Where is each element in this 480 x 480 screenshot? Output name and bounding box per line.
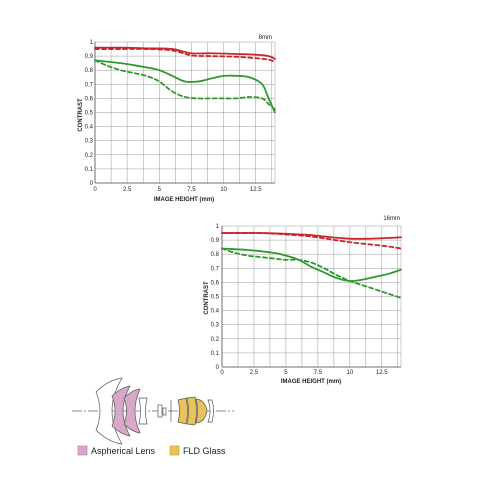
lens-construction-diagram bbox=[72, 377, 234, 445]
y-tick-label: 0.2 bbox=[85, 153, 94, 159]
y-tick-label: 0.8 bbox=[85, 68, 94, 74]
lens-element-6 bbox=[162, 407, 167, 416]
x-tick-label: 2.5 bbox=[123, 187, 132, 193]
x-axis-label-8mm: IMAGE HEIGHT (mm) bbox=[154, 197, 214, 203]
y-tick-label: 0.8 bbox=[211, 252, 220, 258]
y-tick-label: 1 bbox=[216, 224, 220, 230]
mtf-chart-8mm: 8mm CONTRAST IMAGE HEIGHT (mm) 0 0.1 0.2 0.… bbox=[78, 35, 276, 203]
lens-element-10 bbox=[207, 399, 214, 423]
series-line-green-solid bbox=[221, 247, 402, 282]
y-tick-label: 0.1 bbox=[85, 167, 94, 173]
y-tick-label: 0 bbox=[216, 365, 220, 371]
series-line-red-dashed bbox=[221, 232, 402, 250]
series-line-red-solid bbox=[221, 232, 402, 240]
x-tick-label: 5 bbox=[158, 187, 162, 193]
y-tick-label: 0.9 bbox=[211, 238, 220, 244]
y-tick-label: 0.4 bbox=[211, 309, 220, 315]
legend-swatch-fld bbox=[169, 445, 180, 456]
y-tick-label: 0.7 bbox=[85, 82, 94, 88]
chart-title-16mm: 16mm bbox=[383, 216, 400, 222]
y-tick-label: 0.3 bbox=[211, 323, 220, 329]
lens-element-4 bbox=[138, 397, 148, 425]
y-tick-label: 0.9 bbox=[85, 54, 94, 60]
y-tick-label: 0.3 bbox=[85, 139, 94, 145]
lens-element-7-fld bbox=[177, 397, 188, 425]
series-line-green-dashed bbox=[221, 247, 402, 299]
x-tick-label: 7.5 bbox=[187, 187, 196, 193]
x-tick-label: 7.5 bbox=[314, 370, 323, 376]
legend-label-fld: FLD Glass bbox=[183, 446, 226, 456]
lens-element-9-fld bbox=[195, 398, 208, 424]
x-tick-label: 0 bbox=[93, 187, 97, 193]
legend-label-aspherical: Aspherical Lens bbox=[91, 446, 156, 456]
y-tick-label: 0.4 bbox=[85, 125, 94, 131]
lens-element-5 bbox=[157, 404, 163, 418]
y-tick-label: 0 bbox=[90, 181, 94, 187]
mtf-chart-16mm: 16mm CONTRAST IMAGE HEIGHT (mm) 0 0.1 0.2 0… bbox=[204, 216, 402, 385]
y-axis-label-16mm: CONTRAST bbox=[204, 281, 210, 315]
x-axis-label-16mm: IMAGE HEIGHT (mm) bbox=[281, 379, 341, 385]
x-tick-label: 12.5 bbox=[376, 370, 388, 376]
y-tick-label: 0.2 bbox=[211, 337, 220, 343]
y-tick-label: 0.1 bbox=[211, 351, 220, 357]
legend-swatch-aspherical bbox=[77, 445, 88, 456]
x-tick-label: 10 bbox=[347, 370, 354, 376]
x-tick-label: 5 bbox=[284, 370, 288, 376]
legend: Aspherical Lens FLD Glass bbox=[77, 445, 226, 456]
lens-element-3-aspherical bbox=[123, 388, 141, 434]
x-tick-label: 10 bbox=[220, 187, 227, 193]
lens-element-8-fld bbox=[186, 396, 197, 426]
y-tick-label: 0.6 bbox=[211, 280, 220, 286]
x-tick-label: 12.5 bbox=[250, 187, 262, 193]
y-tick-label: 0.6 bbox=[85, 96, 94, 102]
chart-title-8mm: 8mm bbox=[259, 35, 272, 41]
y-tick-label: 0.5 bbox=[85, 111, 94, 117]
x-tick-label: 2.5 bbox=[250, 370, 259, 376]
series-line-green-dashed bbox=[94, 59, 276, 111]
x-tick-label: 0 bbox=[220, 370, 224, 376]
y-tick-label: 0.5 bbox=[211, 295, 220, 301]
y-tick-label: 0.7 bbox=[211, 266, 220, 272]
series-line-green-solid bbox=[94, 59, 276, 114]
y-tick-label: 1 bbox=[90, 40, 94, 46]
series-line-red-solid bbox=[94, 46, 276, 60]
series-line-red-dashed bbox=[94, 48, 276, 63]
y-axis-label-8mm: CONTRAST bbox=[78, 98, 84, 132]
